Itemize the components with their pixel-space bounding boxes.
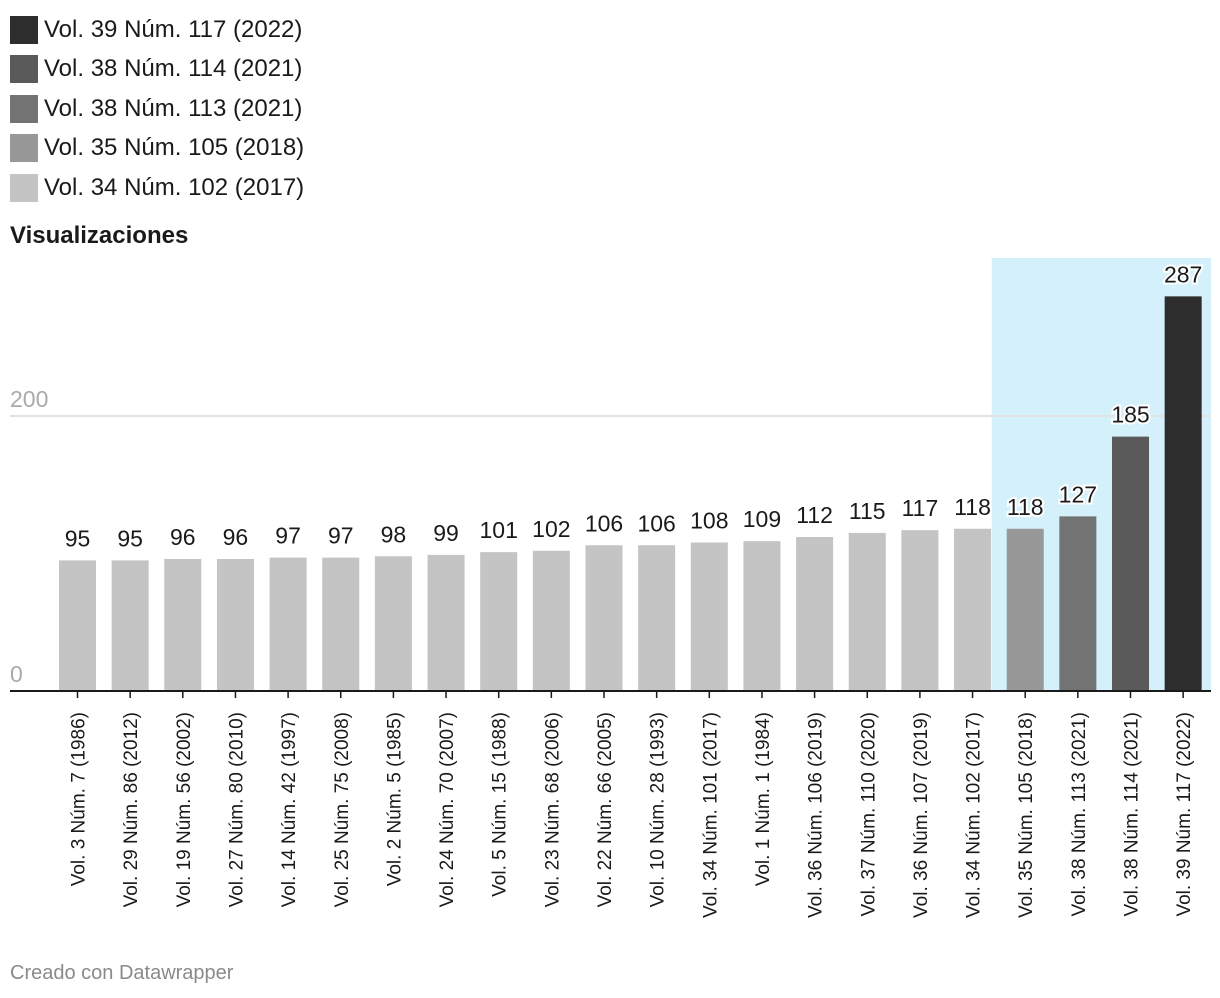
legend-label: Vol. 34 Núm. 102 (2017): [44, 173, 305, 201]
x-tick-label: Vol. 37 Núm. 110 (2020): [858, 712, 879, 917]
bar: [374, 556, 412, 691]
data-label: 106: [585, 510, 623, 536]
data-label: 118: [954, 494, 991, 520]
legend-swatch: [10, 173, 38, 202]
x-tick-label: Vol. 34 Núm. 101 (2017): [700, 712, 721, 918]
bar: [164, 559, 202, 691]
x-tick-label: Vol. 22 Núm. 66 (2005): [595, 712, 616, 907]
data-label: 96: [223, 524, 249, 550]
footer-credit: Creado con Datawrapper: [10, 962, 234, 984]
x-tick-label: Vol. 34 Núm. 102 (2017): [964, 712, 985, 918]
x-tick-label: Vol. 19 Núm. 56 (2002): [174, 712, 195, 907]
data-label: 118: [1007, 494, 1044, 520]
bar: [796, 537, 834, 691]
legend-swatch: [10, 15, 38, 44]
data-label: 97: [328, 523, 354, 549]
x-tick-label: Vol. 25 Núm. 75 (2008): [332, 712, 353, 907]
data-label: 95: [117, 525, 143, 551]
x-tick-label: Vol. 38 Núm. 113 (2021): [1069, 712, 1090, 917]
legend-swatch: [10, 134, 38, 163]
data-label: 115: [849, 498, 886, 524]
bar: [638, 545, 676, 691]
bar: [690, 542, 728, 691]
legend-label: Vol. 39 Núm. 117 (2022): [44, 15, 303, 43]
bar: [322, 557, 360, 691]
data-label: 112: [796, 502, 833, 528]
bar: [1112, 436, 1149, 691]
data-label: 287: [1164, 261, 1202, 287]
x-tick-label: Vol. 23 Núm. 68 (2006): [542, 712, 563, 907]
y-axis-label: Visualizaciones: [10, 222, 189, 249]
x-tick-label: Vol. 27 Núm. 80 (2010): [226, 712, 247, 907]
bar: [427, 554, 465, 691]
legend-item: Vol. 35 Núm. 105 (2018): [10, 129, 304, 169]
chart-legend: Vol. 39 Núm. 117 (2022) Vol. 38 Núm. 114 …: [10, 10, 304, 208]
bar: [216, 559, 254, 691]
data-label: 109: [743, 506, 781, 532]
bar: [1006, 528, 1044, 691]
data-label: 97: [275, 523, 301, 549]
bar: [1059, 516, 1097, 691]
x-tick-label: Vol. 24 Núm. 70 (2007): [437, 712, 458, 907]
legend-swatch: [10, 94, 38, 123]
bar: [59, 560, 96, 691]
bar: [954, 528, 992, 691]
data-label: 108: [690, 508, 728, 534]
x-tick-label: Vol. 38 Núm. 114 (2021): [1122, 712, 1143, 917]
x-tick-label: Vol. 36 Núm. 106 (2019): [806, 712, 827, 918]
bar: [848, 532, 886, 691]
data-label: 101: [480, 517, 518, 543]
data-label: 96: [170, 524, 196, 550]
legend-item: Vol. 38 Núm. 113 (2021): [10, 89, 304, 129]
bar: [901, 530, 939, 691]
legend-item: Vol. 34 Núm. 102 (2017): [10, 168, 304, 208]
data-label: 99: [433, 520, 459, 546]
data-label: 127: [1059, 481, 1097, 507]
x-tick-label: Vol. 2 Núm. 5 (1985): [384, 712, 405, 886]
x-tick-label: Vol. 10 Núm. 28 (1993): [648, 712, 669, 907]
x-tick-label: Vol. 3 Núm. 7 (1986): [69, 712, 90, 886]
x-tick-label: Vol. 35 Núm. 105 (2018): [1016, 712, 1037, 918]
data-label: 98: [381, 521, 407, 547]
bar: [111, 560, 149, 691]
legend-item: Vol. 39 Núm. 117 (2022): [10, 10, 304, 50]
x-tick-label: Vol. 5 Núm. 15 (1988): [490, 712, 511, 897]
x-tick-label: Vol. 14 Núm. 42 (1997): [279, 712, 300, 907]
legend-swatch: [10, 55, 38, 84]
data-label: 185: [1111, 402, 1149, 428]
y-tick-label: 0: [10, 661, 23, 687]
bar: [585, 545, 623, 691]
bar: [532, 550, 570, 691]
legend-item: Vol. 38 Núm. 114 (2021): [10, 50, 304, 90]
data-label: 106: [637, 510, 675, 536]
data-label: 117: [902, 495, 939, 521]
y-tick-label: 200: [10, 386, 48, 412]
x-tick-label: Vol. 39 Núm. 117 (2022): [1174, 712, 1195, 917]
bar: [1164, 296, 1202, 691]
legend-label: Vol. 38 Núm. 114 (2021): [44, 55, 303, 83]
bar: [269, 557, 307, 691]
bar-chart: 0 200 95 Vol. 3 Núm. 7 (1986) 95 Vol. 29 Núm.…: [10, 258, 1211, 918]
data-label: 95: [65, 525, 91, 551]
x-tick-label: Vol. 29 Núm. 86 (2012): [121, 712, 142, 907]
x-tick-label: Vol. 1 Núm. 1 (1984): [753, 712, 774, 886]
legend-label: Vol. 38 Núm. 113 (2021): [44, 94, 303, 122]
legend-label: Vol. 35 Núm. 105 (2018): [44, 134, 305, 162]
x-tick-label: Vol. 36 Núm. 107 (2019): [911, 712, 932, 918]
bar: [480, 552, 518, 691]
bar: [743, 541, 781, 691]
data-label: 102: [532, 516, 570, 542]
